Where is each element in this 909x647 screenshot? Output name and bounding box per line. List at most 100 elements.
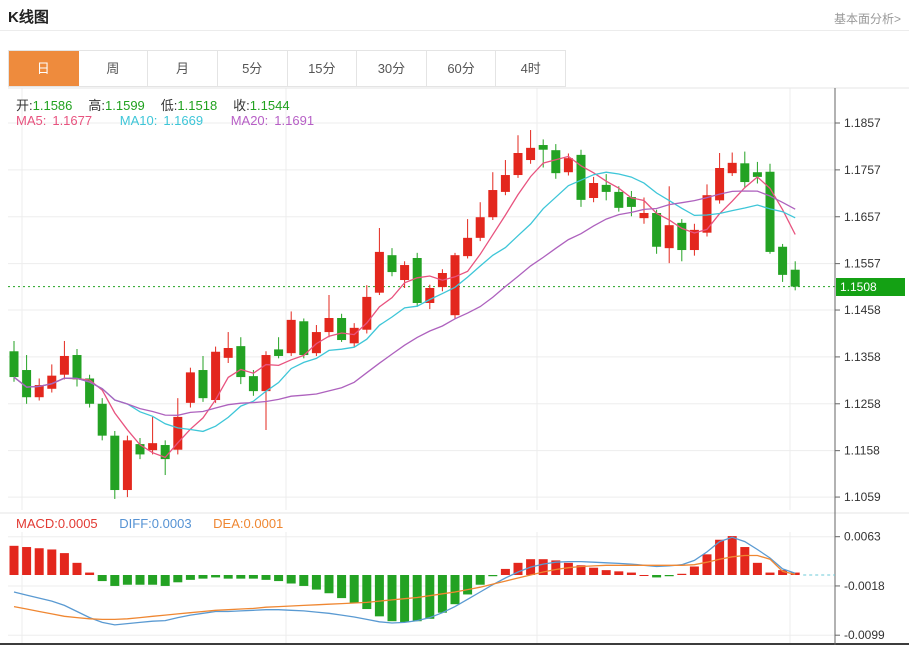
candle-body xyxy=(450,255,460,316)
macd-histogram-bar xyxy=(97,575,107,582)
macd-tick-label: 0.0063 xyxy=(844,530,881,544)
ohlc-row: 开:1.1586 高:1.1599 低:1.1518 收:1.1544 xyxy=(16,95,306,114)
candle-body xyxy=(677,222,687,251)
candle-body xyxy=(488,190,498,218)
macd-histogram-bar xyxy=(211,575,221,578)
price-tick-label: 1.1557 xyxy=(844,257,881,271)
macd-histogram-bar xyxy=(160,575,170,586)
candle-body xyxy=(727,162,737,174)
tab-日[interactable]: 日 xyxy=(9,51,79,86)
candle-body xyxy=(740,163,750,183)
candle-body xyxy=(715,168,725,201)
candle-body xyxy=(538,145,548,150)
candle-body xyxy=(563,158,573,173)
ma20-value: 1.1691 xyxy=(274,113,315,128)
price-tick-label: 1.1258 xyxy=(844,397,881,411)
tab-30分[interactable]: 30分 xyxy=(357,51,427,86)
macd-histogram-bar xyxy=(362,575,372,610)
macd-histogram-bar xyxy=(664,575,674,577)
candle-body xyxy=(463,237,473,257)
tab-5分[interactable]: 5分 xyxy=(217,51,288,86)
macd-histogram-bar xyxy=(425,575,435,619)
tab-月[interactable]: 月 xyxy=(148,51,218,86)
ma-legend-row: MA5: 1.1677 MA10: 1.1669 MA20: 1.1691 xyxy=(16,113,320,128)
macd-histogram-bar xyxy=(387,575,397,622)
candle-body xyxy=(790,269,800,287)
candle-body xyxy=(34,385,44,398)
candle-body xyxy=(211,351,221,401)
candle-body xyxy=(122,440,132,491)
macd-histogram-bar xyxy=(85,572,95,575)
macd-tick-label: -0.0018 xyxy=(844,579,885,593)
candle-body xyxy=(173,416,183,450)
candle-body xyxy=(185,372,195,403)
candle-body xyxy=(702,195,712,233)
macd-histogram-bar xyxy=(261,575,271,580)
tab-4时[interactable]: 4时 xyxy=(496,51,565,86)
candle-body xyxy=(286,319,296,354)
macd-histogram-bar xyxy=(601,570,611,575)
macd-histogram-bar xyxy=(236,575,246,579)
candle-body xyxy=(664,225,674,249)
ma5-line xyxy=(13,155,796,459)
macd-histogram-bar xyxy=(450,575,460,605)
header-divider xyxy=(0,30,909,31)
tab-15分[interactable]: 15分 xyxy=(287,51,358,86)
macd-histogram-bar xyxy=(463,575,473,595)
macd-histogram-bar xyxy=(727,536,737,575)
macd-histogram-bar xyxy=(299,575,309,586)
candle-body xyxy=(387,255,397,273)
macd-histogram-bar xyxy=(9,545,19,575)
macd-legend-row: MACD:0.0005 DIFF:0.0003 DEA:0.0001 xyxy=(16,516,283,531)
candle-body xyxy=(110,435,120,491)
macd-histogram-bar xyxy=(135,575,145,585)
ma10-line xyxy=(13,171,796,433)
candle-body xyxy=(526,147,536,161)
fundamental-analysis-link[interactable]: 基本面分析> xyxy=(833,12,901,26)
tab-60分[interactable]: 60分 xyxy=(426,51,497,86)
high-value: 1.1599 xyxy=(105,98,145,113)
candle-body xyxy=(752,172,762,177)
macd-histogram-bar xyxy=(185,575,195,580)
candle-body xyxy=(349,327,359,344)
macd-histogram-bar xyxy=(274,575,284,582)
candle-body xyxy=(135,444,145,455)
candle-body xyxy=(362,296,372,330)
candle-body xyxy=(337,318,347,341)
macd-histogram-bar xyxy=(752,562,762,575)
page-title: K线图 xyxy=(8,9,49,26)
candle-body xyxy=(148,443,158,451)
candle-body xyxy=(576,154,586,200)
price-tick-label: 1.1857 xyxy=(844,116,881,130)
macd-histogram-bar xyxy=(286,575,296,584)
candle-body xyxy=(513,153,523,176)
macd-histogram-bar xyxy=(198,575,208,579)
high-label: 高: xyxy=(88,98,106,113)
ma20-line xyxy=(13,190,796,416)
macd-histogram-bar xyxy=(778,570,788,575)
macd-histogram-bar xyxy=(248,575,258,579)
macd-histogram-bar xyxy=(475,575,485,585)
macd-tick-label: -0.0099 xyxy=(844,628,885,642)
macd-histogram-bar xyxy=(34,548,44,575)
candle-body xyxy=(248,376,258,392)
dea-label: DEA: xyxy=(213,516,244,531)
macd-histogram-bar xyxy=(349,575,359,603)
macd-histogram-bar xyxy=(677,573,687,575)
macd-histogram-bar xyxy=(538,559,548,575)
period-tabs: 日周月 5分 15分 30分 60分 4时 xyxy=(8,50,566,87)
dea-line xyxy=(13,554,796,621)
candle-body xyxy=(22,370,32,398)
macd-histogram-bar xyxy=(765,572,775,575)
candle-body xyxy=(765,171,775,252)
price-tick-label: 1.1757 xyxy=(844,163,881,177)
macd-histogram-bar xyxy=(148,575,158,585)
ma5-value: 1.1677 xyxy=(52,113,93,128)
candle-body xyxy=(652,213,662,247)
diff-value: 0.0003 xyxy=(151,516,192,531)
tab-周[interactable]: 周 xyxy=(78,51,149,86)
macd-histogram-bar xyxy=(324,575,334,594)
macd-histogram-bar xyxy=(614,571,624,575)
